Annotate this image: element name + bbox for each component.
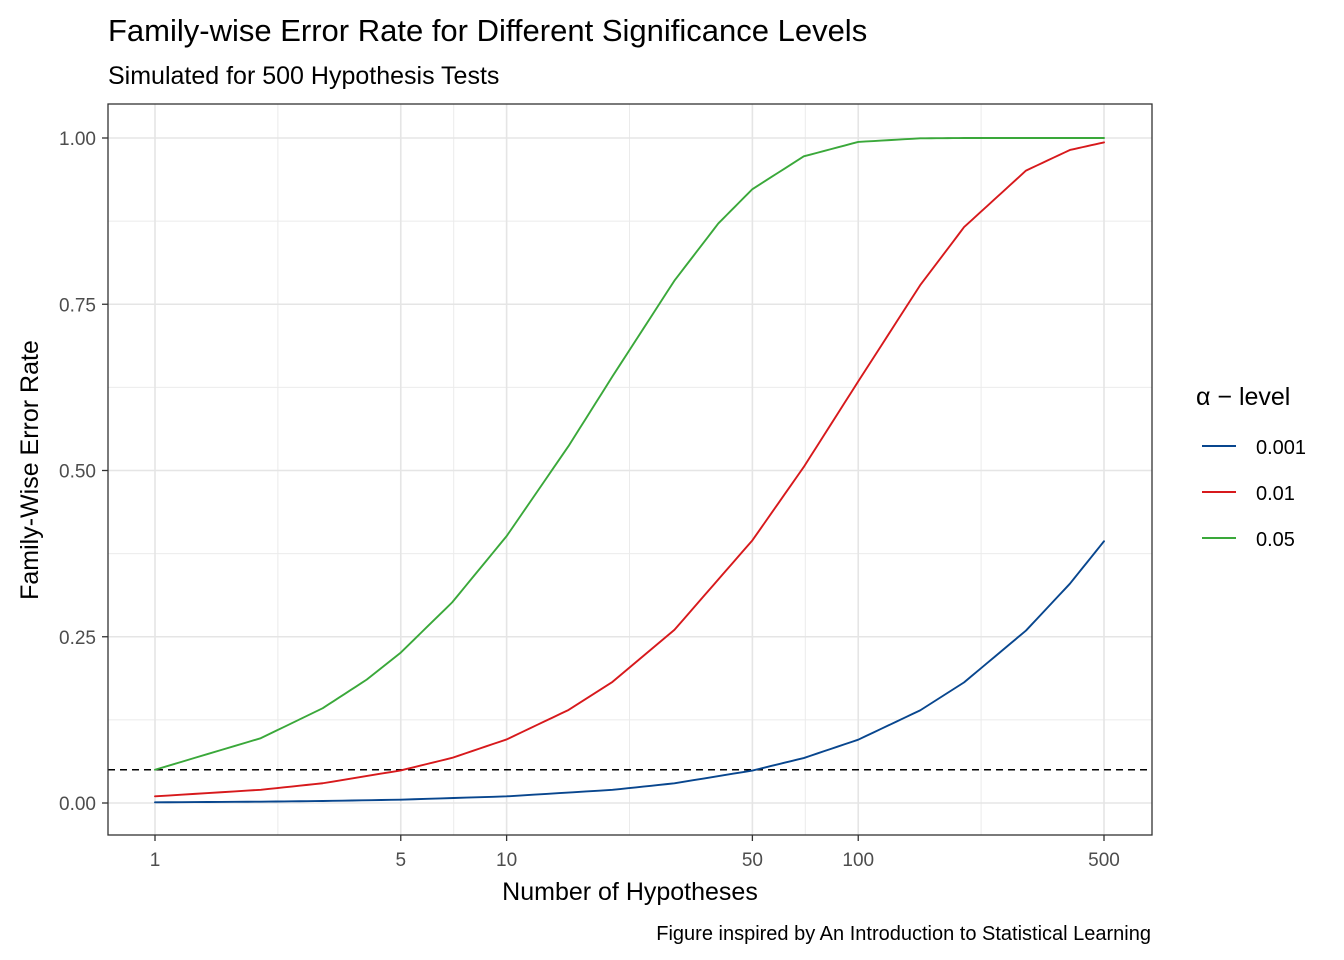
chart-caption: Figure inspired by An Introduction to St… — [656, 923, 1151, 945]
legend: α − level 0.001 0.01 0.05 — [1196, 383, 1306, 551]
series-lines — [154, 137, 1105, 804]
x-tick-label: 5 — [395, 850, 406, 871]
panel-border-group — [107, 103, 1153, 836]
series-line-0.05 — [154, 137, 1105, 771]
legend-title: α − level — [1196, 383, 1290, 411]
x-tick-label: 50 — [742, 850, 763, 871]
legend-label-0.001: 0.001 — [1256, 437, 1306, 459]
y-tick-label: 0.25 — [59, 628, 96, 649]
legend-label-0.05: 0.05 — [1256, 529, 1295, 551]
y-tick-label: 1.00 — [59, 129, 96, 150]
y-axis: 0.00 0.25 0.50 0.75 1.00 — [59, 129, 108, 815]
x-tick-label: 100 — [842, 850, 874, 871]
legend-label-0.01: 0.01 — [1256, 483, 1295, 505]
x-tick-label: 1 — [150, 850, 161, 871]
y-tick-label: 0.50 — [59, 462, 96, 483]
x-axis-title: Number of Hypotheses — [502, 878, 758, 906]
y-tick-label: 0.75 — [59, 295, 96, 316]
x-axis: 1 5 10 50 100 500 — [150, 835, 1120, 871]
panel-border — [107, 103, 1153, 836]
series-line-0.01 — [154, 141, 1105, 798]
y-tick-label: 0.00 — [59, 794, 96, 815]
gridlines — [108, 104, 1152, 835]
x-tick-label: 10 — [496, 850, 517, 871]
legend-items: 0.001 0.01 0.05 — [1202, 437, 1306, 551]
series-line-0.001 — [154, 540, 1105, 804]
chart-title: Family-wise Error Rate for Different Sig… — [108, 13, 867, 48]
x-tick-label: 500 — [1088, 850, 1120, 871]
y-axis-title: Family-Wise Error Rate — [16, 340, 44, 600]
chart-subtitle: Simulated for 500 Hypothesis Tests — [108, 62, 499, 90]
